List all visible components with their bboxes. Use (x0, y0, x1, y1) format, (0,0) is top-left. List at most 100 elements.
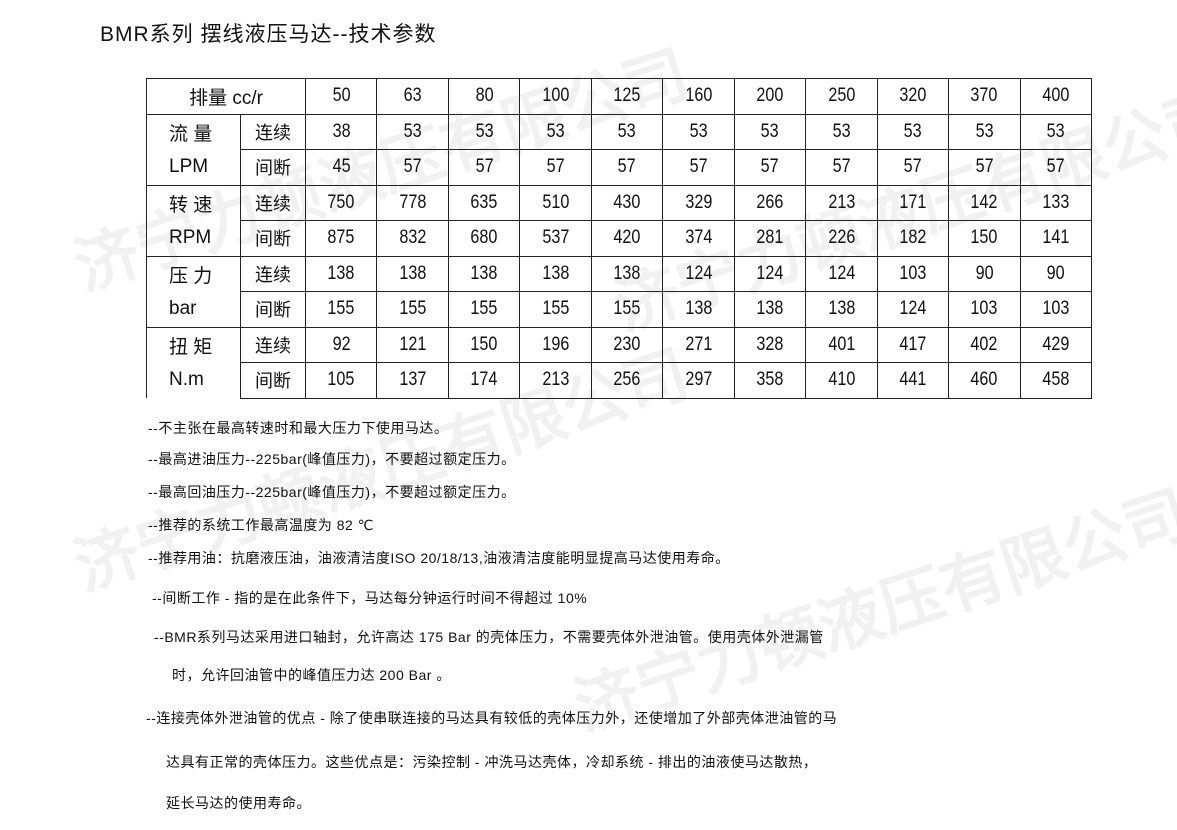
value-cell: 182 (876, 220, 950, 257)
value-cell: 226 (805, 220, 878, 257)
value-cell: 155 (376, 291, 449, 328)
value-cell: 57 (1019, 149, 1093, 186)
value-cell: 90 (948, 255, 1021, 292)
value-cell: 57 (805, 149, 878, 186)
displacement-cell: 125 (590, 78, 664, 115)
value-cell: 230 (590, 326, 664, 363)
value-cell: 429 (1019, 326, 1093, 363)
value-cell: 53 (948, 113, 1021, 150)
value-cell: 103 (948, 291, 1021, 328)
value-cell: 420 (590, 220, 664, 257)
value-cell: 57 (519, 149, 592, 186)
value-cell: 103 (1019, 291, 1093, 328)
value-cell: 196 (519, 326, 592, 363)
value-cell: 124 (876, 291, 950, 328)
displacement-cell: 400 (1019, 78, 1093, 115)
displacement-cell: 80 (447, 78, 521, 115)
header-label: 排量 cc/r (145, 78, 307, 115)
watermark: 济宁力顿液压有限公司 (566, 477, 1177, 746)
value-cell: 53 (733, 113, 807, 150)
value-cell: 53 (519, 113, 592, 150)
displacement-cell: 63 (376, 78, 449, 115)
value-cell: 57 (948, 149, 1021, 186)
table-row: bar 间断 155 155 155 155 155 138 138 138 124 103 103 (146, 291, 1093, 328)
value-cell: 402 (948, 326, 1021, 363)
value-cell: 53 (376, 113, 449, 150)
value-cell: 138 (519, 255, 592, 292)
value-cell: 53 (662, 113, 735, 150)
row-label: 间断 (239, 220, 307, 257)
table-row: 压 力连续 138 138 138 138 138 124 124 124 103 90 90 (146, 255, 1093, 292)
spec-table: 排量 cc/r 50 63 80 100 125 160 200 250 320 370 400 流 量… (145, 78, 1093, 399)
note-line: --间断工作 - 指的是在此条件下，马达每分钟运行时间不得超过 10% (152, 590, 588, 606)
value-cell: 328 (733, 326, 807, 363)
value-cell: 133 (1019, 184, 1093, 221)
group-name: 压 力 (146, 255, 241, 292)
value-cell: 141 (1019, 220, 1093, 257)
group-name: 转 速 (146, 184, 241, 221)
value-cell: 38 (305, 113, 378, 150)
value-cell: 510 (519, 184, 592, 221)
group-name: 扭 矩 (146, 326, 241, 363)
value-cell: 53 (590, 113, 664, 150)
displacement-cell: 370 (948, 78, 1021, 115)
page-title: BMR系列 摆线液压马达--技术参数 (100, 23, 437, 46)
value-cell: 410 (805, 362, 878, 399)
note-line: --BMR系列马达采用进口轴封，允许高达 175 Bar 的壳体压力，不需要壳体… (154, 629, 824, 645)
value-cell: 53 (876, 113, 950, 150)
group-unit: N.m (146, 362, 241, 398)
value-cell: 124 (733, 255, 807, 292)
group-unit: RPM (146, 220, 241, 256)
value-cell: 138 (376, 255, 449, 292)
value-cell: 460 (948, 362, 1021, 399)
value-cell: 271 (662, 326, 735, 363)
table-row: N.m 间断 105 137 174 213 256 297 358 410 441 460 458 (146, 362, 1093, 399)
value-cell: 53 (447, 113, 521, 150)
value-cell: 57 (876, 149, 950, 186)
value-cell: 358 (733, 362, 807, 399)
table-row: LPM 间断 45 57 57 57 57 57 57 57 57 57 57 (146, 149, 1093, 186)
value-cell: 680 (447, 220, 521, 257)
note-line: --最高进油压力--225bar(峰值压力)，不要超过额定压力。 (148, 451, 516, 467)
value-cell: 374 (662, 220, 735, 257)
displacement-cell: 50 (305, 78, 378, 115)
value-cell: 138 (447, 255, 521, 292)
value-cell: 213 (519, 362, 592, 399)
value-cell: 124 (805, 255, 878, 292)
value-cell: 537 (519, 220, 592, 257)
value-cell: 174 (447, 362, 521, 399)
value-cell: 57 (662, 149, 735, 186)
displacement-cell: 200 (733, 78, 807, 115)
displacement-cell: 160 (662, 78, 735, 115)
header-row: 排量 cc/r 50 63 80 100 125 160 200 250 320 370 400 (145, 78, 1093, 115)
value-cell: 171 (876, 184, 950, 221)
value-cell: 150 (447, 326, 521, 363)
row-label: 连续 (239, 113, 307, 150)
value-cell: 121 (376, 326, 449, 363)
value-cell: 138 (805, 291, 878, 328)
value-cell: 832 (376, 220, 449, 257)
row-label: 间断 (239, 149, 307, 186)
value-cell: 401 (805, 326, 878, 363)
table-row: 转 速连续 750 778 635 510 430 329 266 213 171 142 133 (146, 184, 1093, 221)
value-cell: 150 (948, 220, 1021, 257)
row-label: 间断 (239, 362, 307, 399)
value-cell: 105 (305, 362, 378, 399)
group-unit: bar (146, 291, 241, 327)
value-cell: 142 (948, 184, 1021, 221)
row-label: 连续 (239, 255, 307, 292)
value-cell: 137 (376, 362, 449, 399)
value-cell: 155 (305, 291, 378, 328)
note-line: 延长马达的使用寿命。 (166, 795, 311, 811)
value-cell: 266 (733, 184, 807, 221)
value-cell: 635 (447, 184, 521, 221)
row-label: 连续 (239, 326, 307, 363)
value-cell: 90 (1019, 255, 1093, 292)
group-unit: LPM (146, 149, 241, 185)
value-cell: 256 (590, 362, 664, 399)
displacement-cell: 320 (876, 78, 950, 115)
note-line: 达具有正常的壳体压力。这些优点是：污染控制 - 冲洗马达壳体，冷却系统 - 排出… (166, 754, 818, 770)
value-cell: 458 (1019, 362, 1093, 399)
note-line: --推荐用油：抗磨液压油，油液清洁度ISO 20/18/13,油液清洁度能明显提… (148, 550, 730, 566)
value-cell: 57 (590, 149, 664, 186)
